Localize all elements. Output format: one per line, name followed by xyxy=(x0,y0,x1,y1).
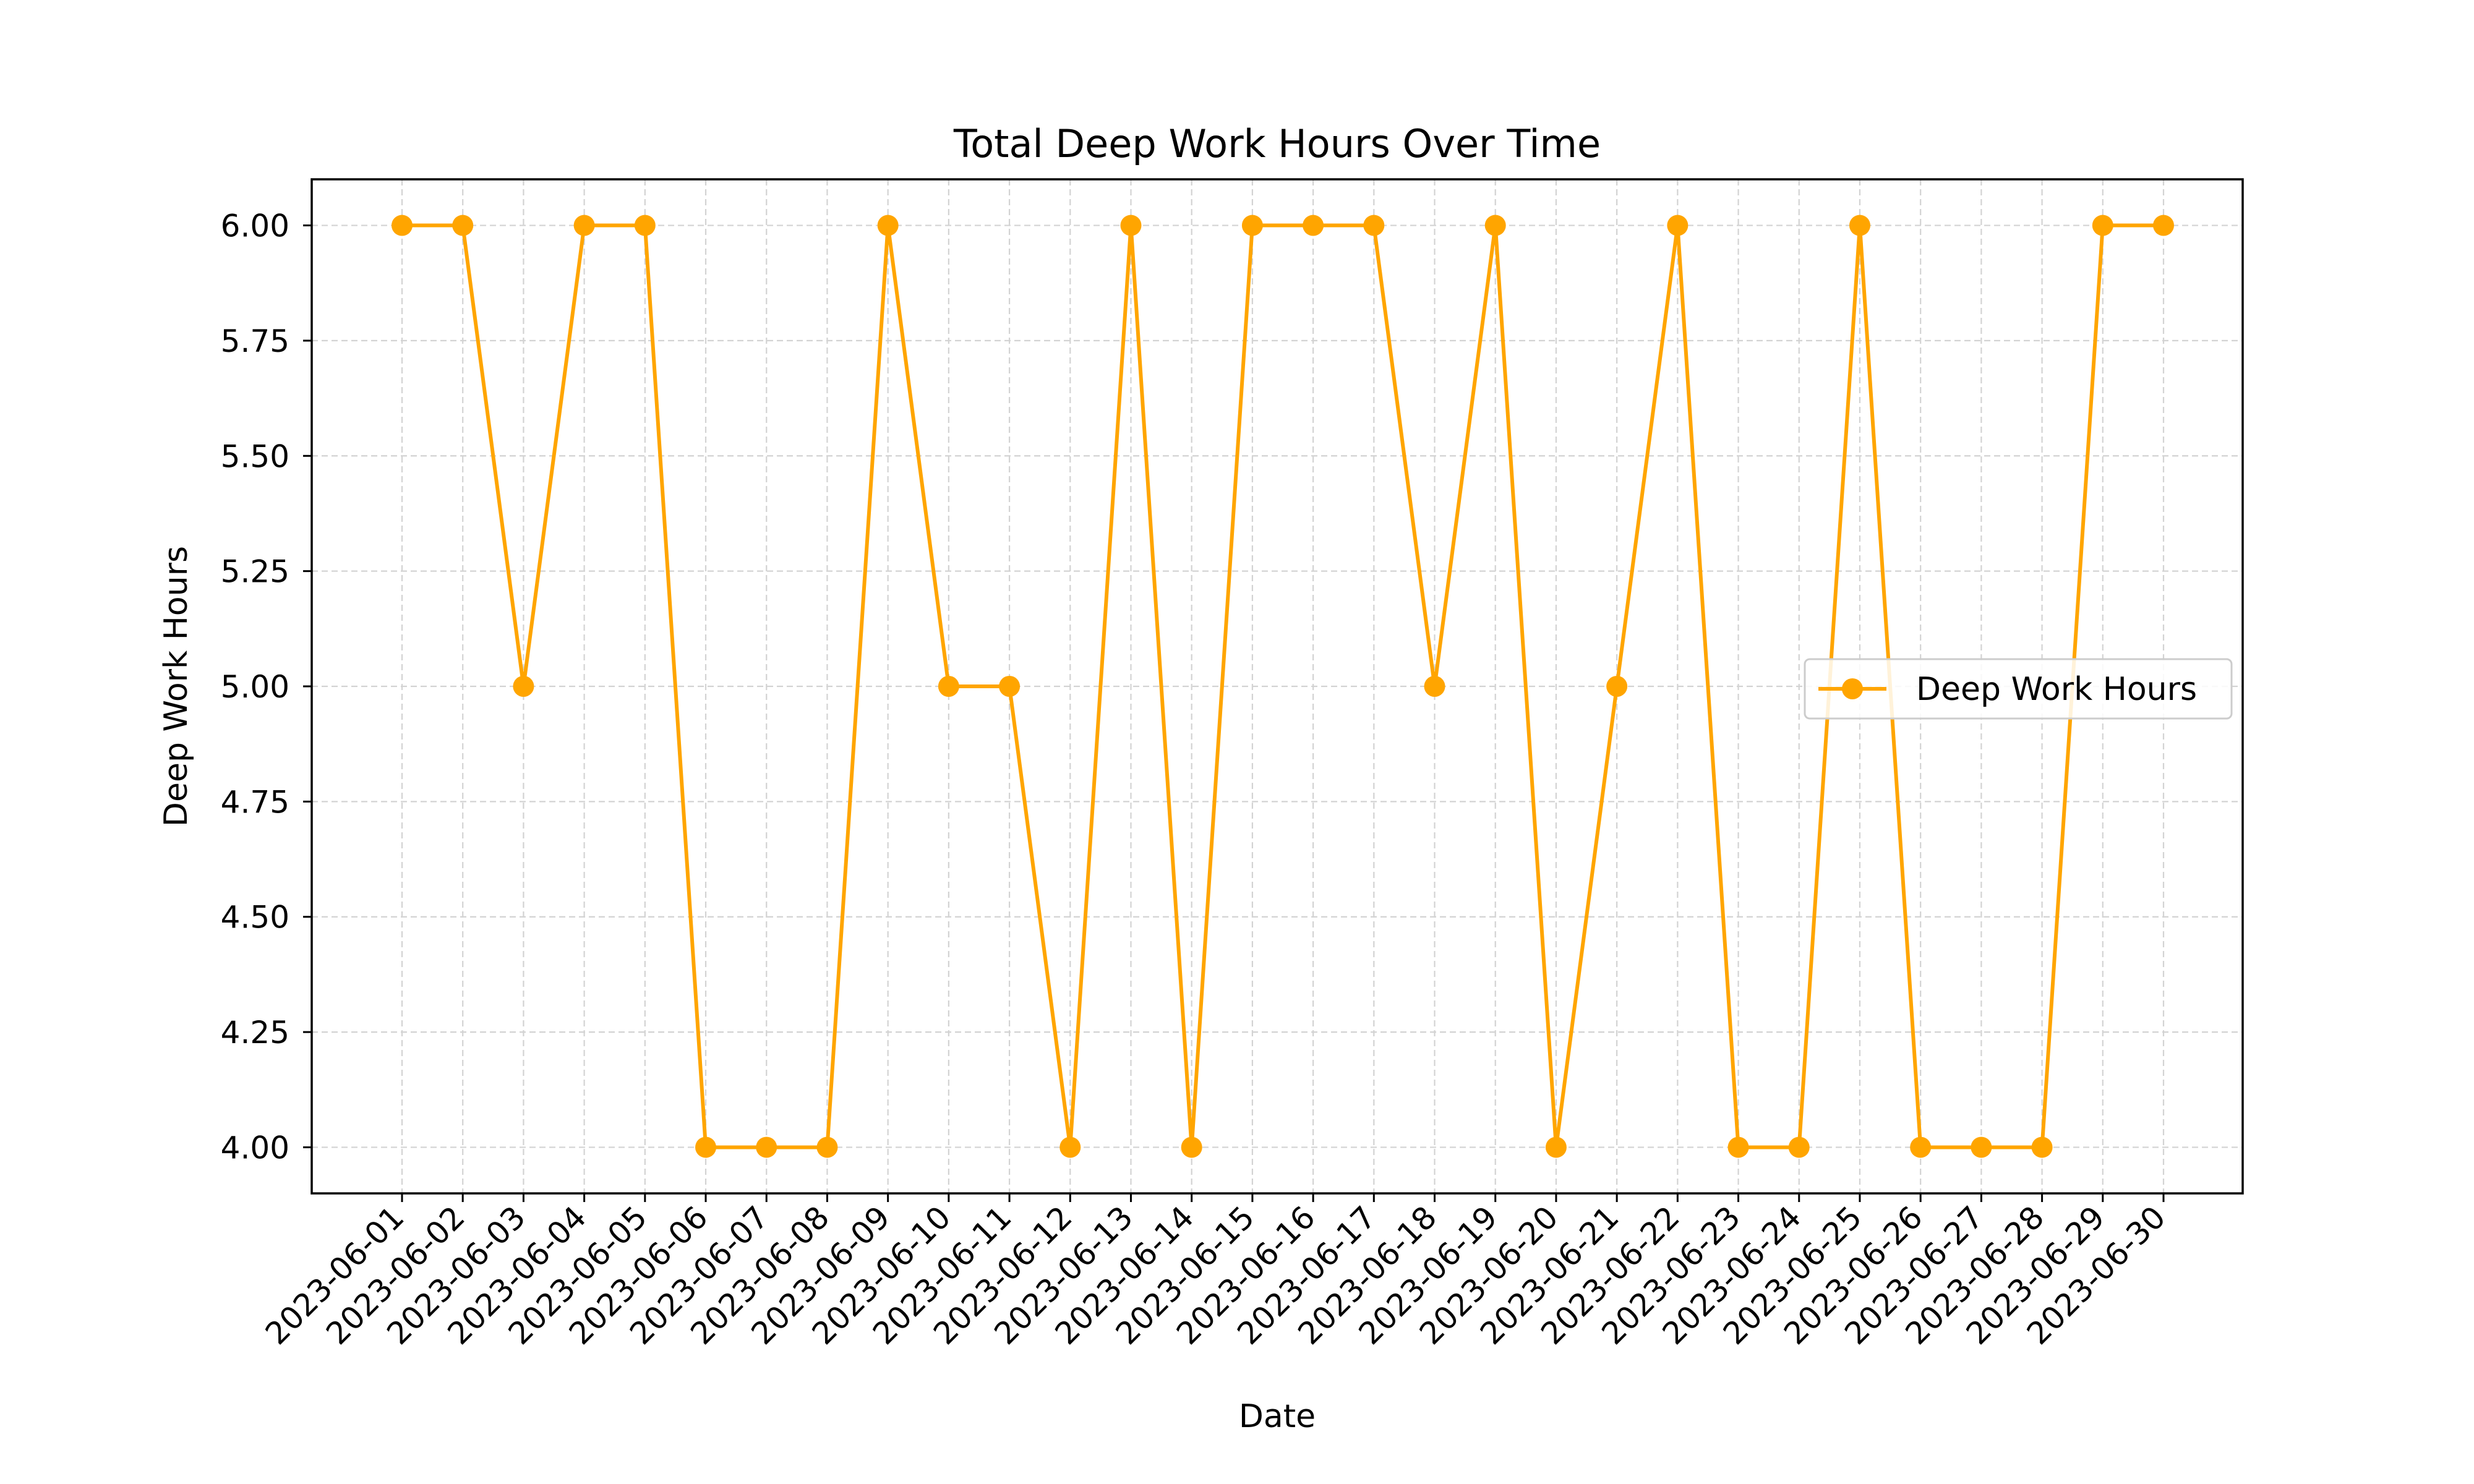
data-point xyxy=(877,215,899,236)
y-tick-label: 4.50 xyxy=(221,900,289,936)
data-point xyxy=(999,676,1021,697)
data-point xyxy=(452,215,474,236)
data-point xyxy=(1424,676,1445,697)
data-point xyxy=(1059,1136,1081,1158)
data-point xyxy=(816,1136,838,1158)
y-tick-label: 4.25 xyxy=(221,1015,289,1051)
data-point xyxy=(1120,215,1142,236)
data-point xyxy=(634,215,656,236)
legend-box xyxy=(1804,658,2233,720)
data-point xyxy=(1667,215,1689,236)
data-point xyxy=(1484,215,1506,236)
y-tick-label: 4.00 xyxy=(221,1130,289,1166)
y-tick-label: 5.00 xyxy=(221,669,289,705)
data-point xyxy=(695,1136,717,1158)
x-axis-label: Date xyxy=(1239,1398,1316,1435)
data-point xyxy=(1303,215,1324,236)
legend-marker xyxy=(1842,678,1863,699)
series-line-deep-work-hours xyxy=(402,223,2164,1149)
y-tick-label: 5.25 xyxy=(221,554,289,590)
data-point xyxy=(1241,215,1263,236)
data-point xyxy=(1363,215,1385,236)
data-point xyxy=(573,215,595,236)
y-tick-label: 4.75 xyxy=(221,784,289,820)
data-point xyxy=(938,676,959,697)
data-point xyxy=(2153,215,2174,236)
data-point xyxy=(513,676,534,697)
chart-title: Total Deep Work Hours Over Time xyxy=(953,121,1601,166)
y-tick-label: 5.75 xyxy=(221,323,289,359)
y-tick-label: 5.50 xyxy=(221,438,289,474)
data-point xyxy=(1849,215,1870,236)
y-tick-label: 6.00 xyxy=(221,208,289,244)
data-point xyxy=(1727,1136,1749,1158)
data-point xyxy=(1606,676,1628,697)
data-point xyxy=(1971,1136,1992,1158)
legend: Deep Work Hours xyxy=(1804,658,2233,720)
axis-ticks: 2023-06-012023-06-022023-06-032023-06-04… xyxy=(221,208,2173,1352)
data-point xyxy=(2031,1136,2053,1158)
data-point xyxy=(392,215,413,236)
data-point xyxy=(2092,215,2113,236)
data-point xyxy=(1181,1136,1202,1158)
data-point xyxy=(756,1136,777,1158)
data-point xyxy=(1788,1136,1810,1158)
legend-entry-deep-work-hours: Deep Work Hours xyxy=(1916,671,2197,708)
y-axis-label: Deep Work Hours xyxy=(158,546,195,827)
data-point xyxy=(1545,1136,1567,1158)
series-layer xyxy=(392,215,2174,1158)
data-point xyxy=(1910,1136,1932,1158)
